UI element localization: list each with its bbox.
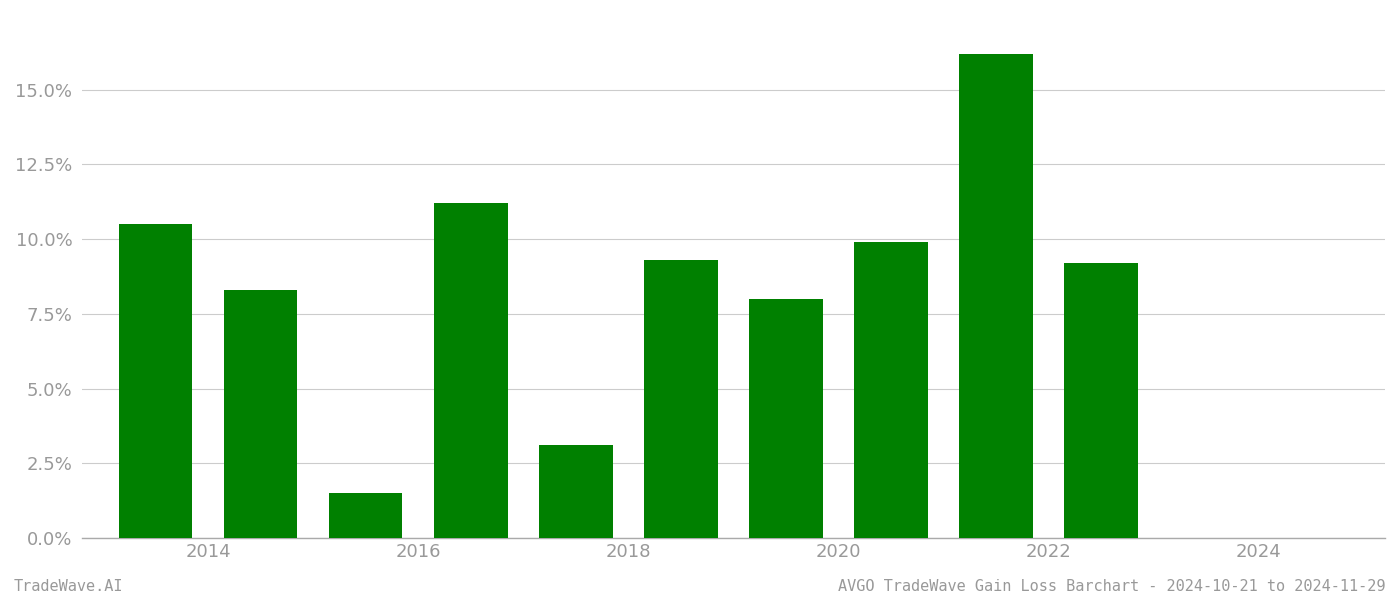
Text: TradeWave.AI: TradeWave.AI [14, 579, 123, 594]
Bar [749, 299, 823, 538]
Bar [644, 260, 718, 538]
Bar [539, 445, 613, 538]
Bar [224, 290, 297, 538]
Bar [854, 242, 928, 538]
Bar [434, 203, 508, 538]
Bar [959, 54, 1033, 538]
Bar [119, 224, 192, 538]
Text: AVGO TradeWave Gain Loss Barchart - 2024-10-21 to 2024-11-29: AVGO TradeWave Gain Loss Barchart - 2024… [839, 579, 1386, 594]
Bar [1064, 263, 1138, 538]
Bar [329, 493, 402, 538]
